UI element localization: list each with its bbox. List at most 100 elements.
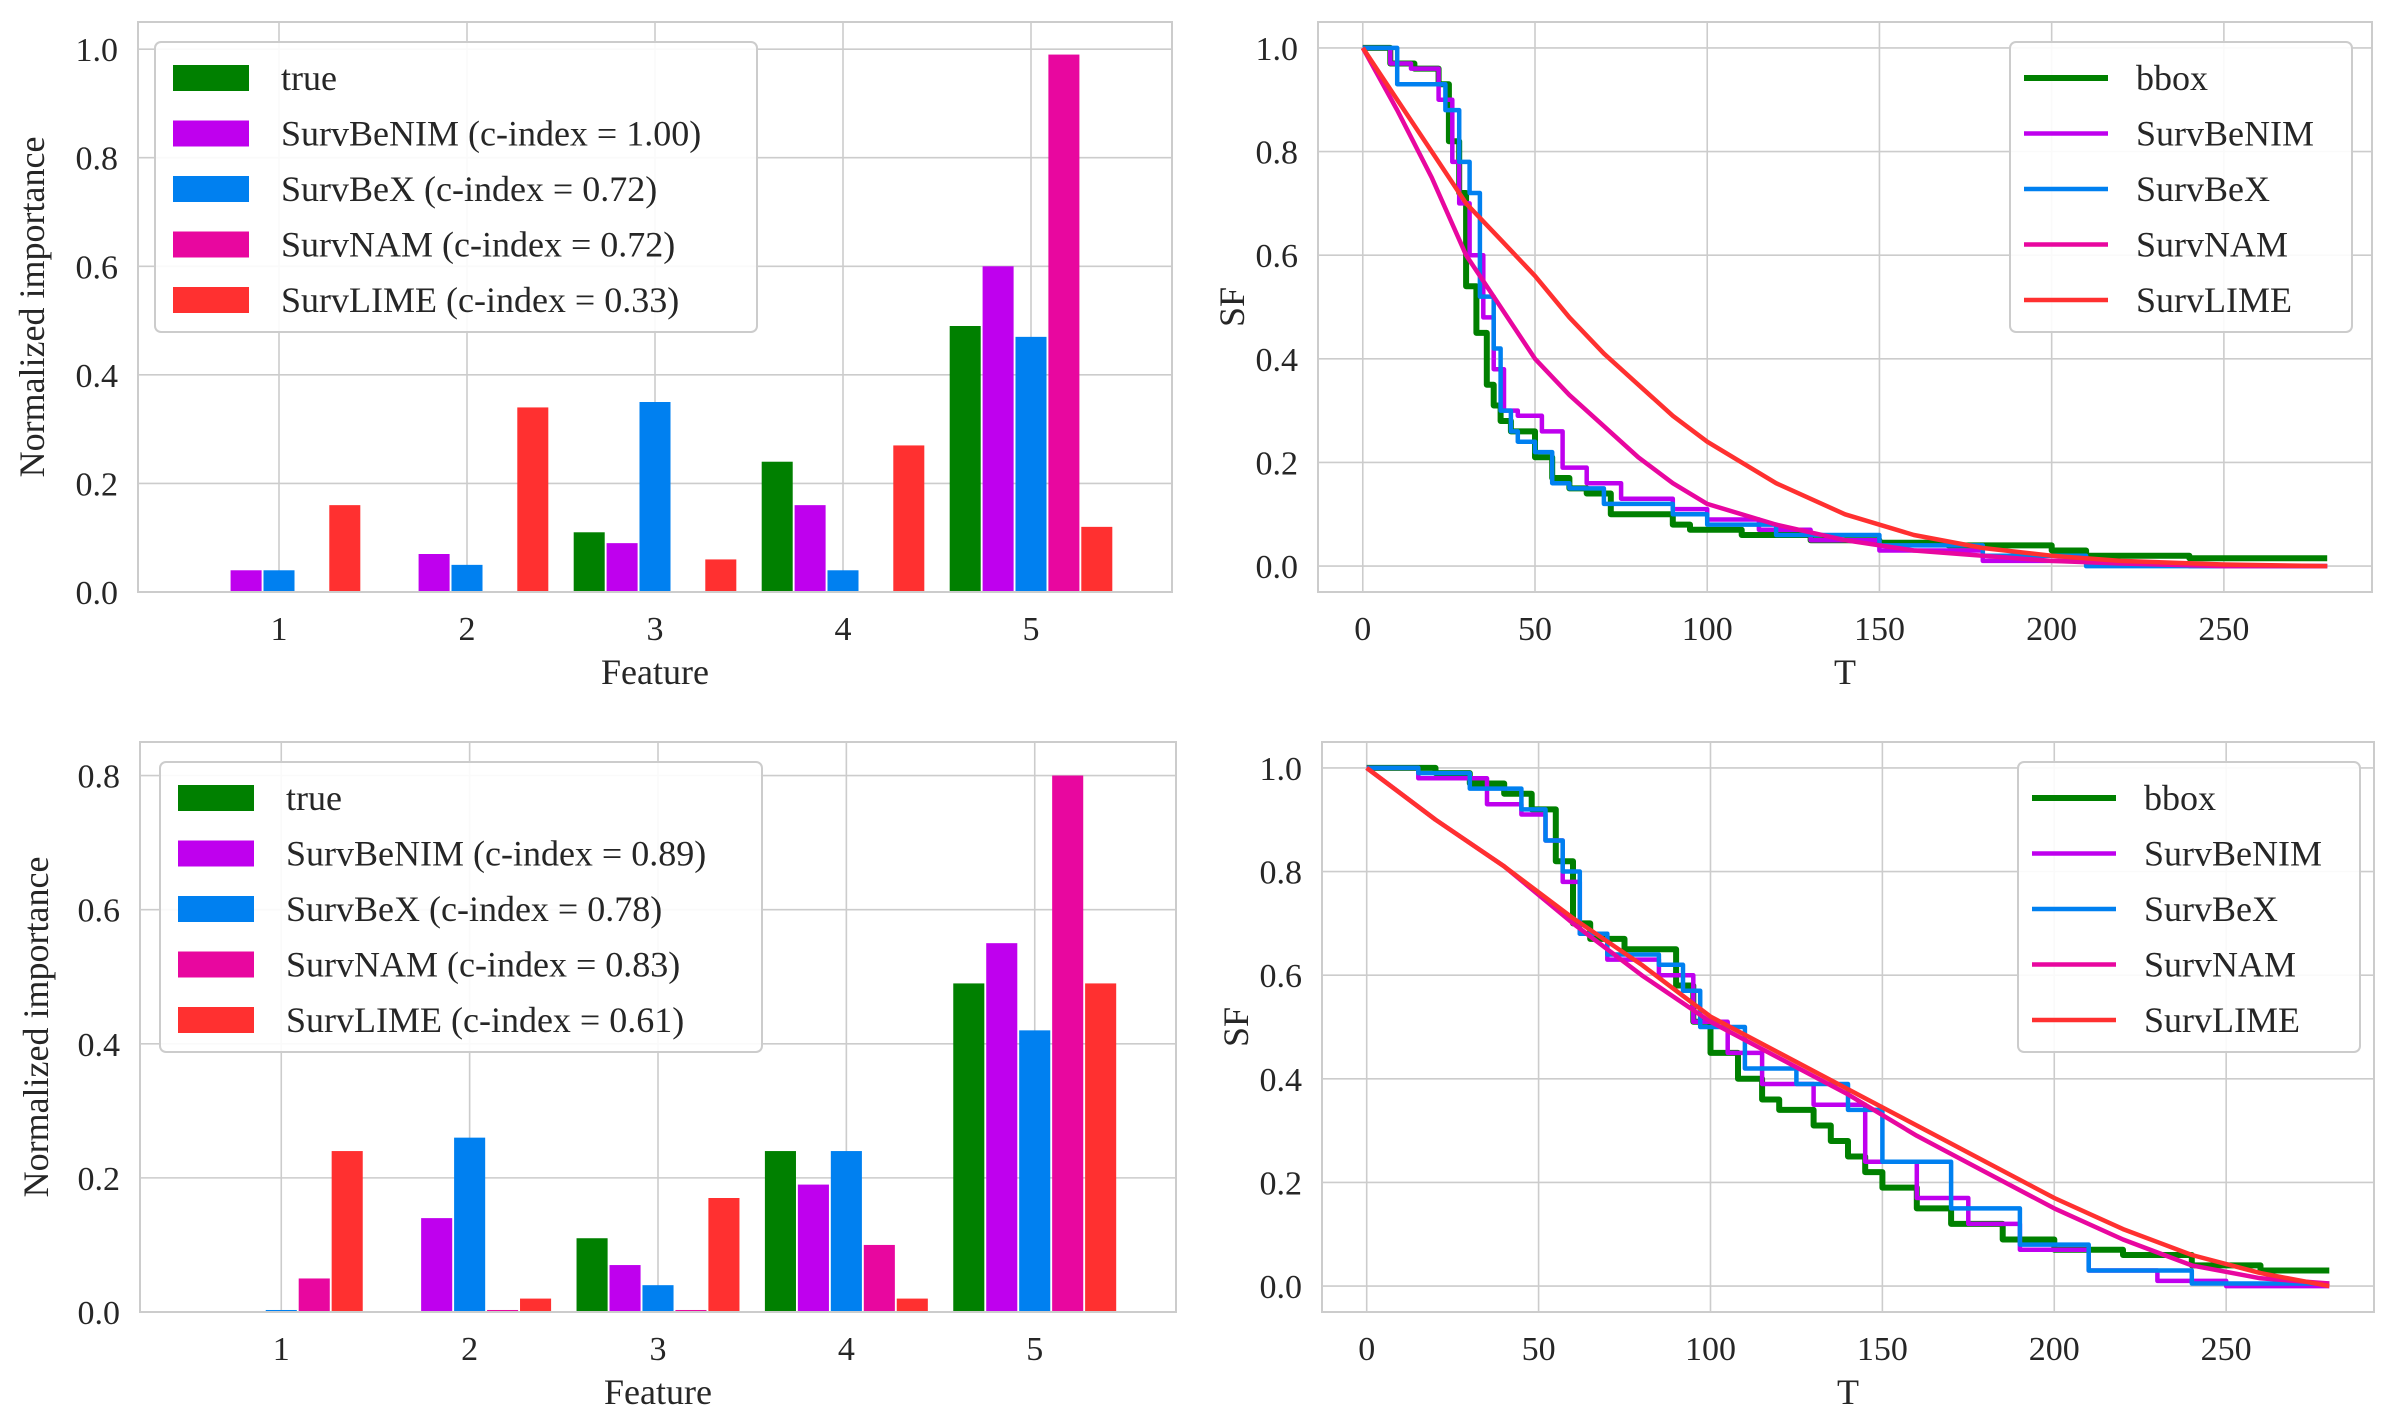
x-axis-label: T (1837, 1372, 1859, 1412)
x-tick-label: 200 (2029, 1331, 2080, 1368)
legend-swatch-survnam (173, 231, 249, 258)
y-tick-label: 0.2 (76, 466, 119, 503)
bottom-right-survival-chart: 0.0 0.2 0.4 0.6 0.8 1.0 0 50 100 150 200 250 T SF b… (1216, 741, 2375, 1412)
y-tick-label: 0.8 (76, 141, 119, 178)
legend-label-survlime: SurvLIME (c-index = 0.33) (281, 280, 679, 320)
legend-label-bbox: bbox (2144, 778, 2216, 818)
x-tick-label: 3 (650, 1331, 667, 1368)
legend-box (2017, 761, 2361, 1053)
y-tick-label: 0.8 (1260, 855, 1303, 892)
x-tick-label: 150 (1854, 611, 1905, 648)
legend-label-survlime: SurvLIME (c-index = 0.61) (286, 1000, 684, 1040)
legend-label-survlime: SurvLIME (2136, 280, 2292, 320)
y-axis-label: SF (1216, 1007, 1256, 1047)
x-tick-label: 0 (1358, 1331, 1375, 1368)
x-tick-label: 50 (1522, 1331, 1556, 1368)
legend-label-survbenim: SurvBeNIM (c-index = 1.00) (281, 114, 701, 154)
legend-box (2009, 41, 2353, 333)
bar-survbenim-feature-4 (797, 1184, 829, 1312)
x-tick-label: 2 (459, 611, 476, 648)
bar-survbex-feature-2 (451, 564, 483, 592)
bar-survbenim-feature-2 (421, 1218, 453, 1312)
y-tick-label: 1.0 (1256, 31, 1299, 68)
bar-survbex-feature-1 (263, 570, 295, 592)
x-tick-label: 200 (2026, 611, 2077, 648)
y-tick-label: 0.0 (76, 575, 119, 612)
y-tick-label: 0.6 (1260, 958, 1303, 995)
x-axis-label: T (1834, 652, 1856, 692)
legend-swatch-survlime (178, 1007, 254, 1033)
legend-label-survbenim: SurvBeNIM (c-index = 0.89) (286, 834, 706, 874)
y-tick-label: 1.0 (1260, 751, 1303, 788)
x-tick-label: 1 (271, 611, 288, 648)
legend-label-survbex: SurvBeX (c-index = 0.78) (286, 889, 662, 929)
bar-true-feature-3 (576, 1238, 608, 1312)
bar-true-feature-4 (764, 1151, 796, 1312)
bar-survbex-feature-3 (639, 402, 671, 592)
y-tick-label: 0.0 (1260, 1269, 1303, 1306)
bar-survbex-feature-1 (265, 1309, 297, 1312)
y-tick-label: 0.0 (78, 1295, 121, 1332)
bar-survlime-feature-2 (520, 1298, 552, 1312)
y-tick-label: 0.6 (1256, 238, 1299, 275)
bar-survlime-feature-5 (1085, 983, 1117, 1312)
y-tick-label: 0.4 (78, 1027, 121, 1064)
y-tick-label: 0.8 (1256, 135, 1299, 172)
bar-survbex-feature-4 (830, 1151, 862, 1312)
bar-survlime-feature-1 (331, 1151, 363, 1312)
bar-survbex-feature-4 (827, 570, 859, 592)
x-tick-label: 250 (2198, 611, 2249, 648)
y-tick-label: 0.0 (1256, 549, 1299, 586)
y-tick-label: 0.2 (1256, 445, 1299, 482)
x-axis-label: Feature (604, 1372, 712, 1412)
legend-box (154, 41, 758, 333)
x-tick-label: 5 (1023, 611, 1040, 648)
y-tick-label: 0.6 (76, 249, 119, 286)
y-axis-label: Normalized importance (12, 137, 52, 478)
legend-swatch-survlime (173, 287, 249, 313)
x-tick-label: 150 (1857, 1331, 1908, 1368)
legend-label-survnam: SurvNAM (2136, 225, 2288, 265)
bar-survbenim-feature-5 (986, 943, 1018, 1312)
bar-survbex-feature-5 (1015, 336, 1047, 592)
legend-swatch-true (173, 65, 249, 91)
x-tick-label: 4 (835, 611, 852, 648)
x-axis-label: Feature (601, 652, 709, 692)
legend-label-true: true (286, 778, 342, 818)
x-tick-label: 0 (1354, 611, 1371, 648)
legend: true SurvBeNIM (c-index = 0.89) SurvBeX (c… (159, 761, 763, 1053)
bar-survlime-feature-3 (708, 1198, 740, 1312)
legend: bbox SurvBeNIM SurvBeX SurvNAM SurvLIME (2009, 41, 2353, 333)
bar-true-feature-4 (761, 461, 793, 592)
y-axis-label: SF (1212, 287, 1252, 327)
legend: true SurvBeNIM (c-index = 1.00) SurvBeX (c… (154, 41, 758, 333)
plot-area-frame (1317, 21, 2373, 593)
x-tick-label: 100 (1682, 611, 1733, 648)
bar-survlime-feature-4 (893, 445, 925, 592)
bottom-left-bar-chart: 0.0 0.2 0.4 0.6 0.8 1 2 3 4 5 Feature Normalized … (16, 741, 1177, 1412)
legend: bbox SurvBeNIM SurvBeX SurvNAM SurvLIME (2017, 761, 2361, 1053)
y-tick-label: 0.4 (1260, 1062, 1303, 1099)
y-tick-label: 1.0 (76, 32, 119, 69)
plot-area-frame (1321, 741, 2375, 1313)
bar-survlime-feature-1 (329, 505, 361, 592)
bar-survlime-feature-4 (896, 1298, 928, 1312)
bar-survlime-feature-3 (705, 559, 737, 592)
bar-survbex-feature-3 (642, 1285, 674, 1312)
x-tick-label: 5 (1026, 1331, 1043, 1368)
line-survbex (1366, 765, 2330, 1286)
bar-true-feature-3 (573, 532, 605, 592)
x-tick-label: 4 (838, 1331, 855, 1368)
line-survbenim (1366, 765, 2330, 1289)
x-tick-label: 3 (647, 611, 664, 648)
y-axis-label: Normalized importance (16, 857, 56, 1198)
top-left-bar-chart: 0.0 0.2 0.4 0.6 0.8 1.0 1 2 3 4 5 Feature Normaliz… (12, 21, 1173, 692)
line-bbox (1366, 764, 2330, 1274)
legend-label-bbox: bbox (2136, 58, 2208, 98)
legend-label-survbex: SurvBeX (2144, 889, 2278, 929)
bar-survbenim-feature-2 (418, 554, 450, 592)
y-tick-label: 0.2 (78, 1161, 121, 1198)
y-tick-label: 0.4 (1256, 342, 1299, 379)
legend-label-survbex: SurvBeX (c-index = 0.72) (281, 169, 657, 209)
